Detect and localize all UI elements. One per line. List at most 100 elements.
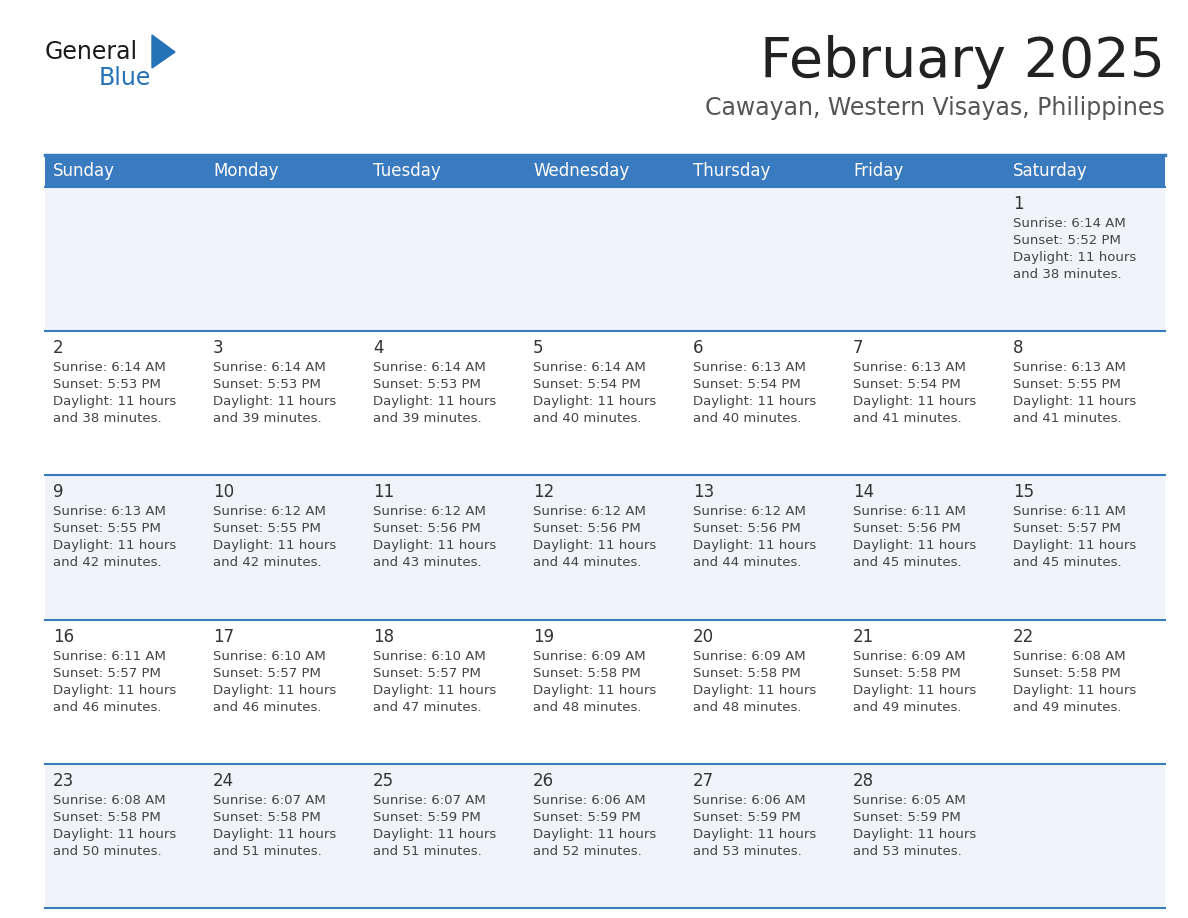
Bar: [845, 331, 1005, 476]
Text: and 52 minutes.: and 52 minutes.: [533, 845, 642, 857]
Text: 5: 5: [533, 339, 543, 357]
Bar: [525, 620, 685, 764]
Text: Sunrise: 6:14 AM: Sunrise: 6:14 AM: [373, 361, 486, 375]
Text: 3: 3: [213, 339, 223, 357]
Bar: [45, 476, 206, 620]
Text: Sunset: 5:56 PM: Sunset: 5:56 PM: [533, 522, 640, 535]
Text: Sunrise: 6:13 AM: Sunrise: 6:13 AM: [853, 361, 966, 375]
Bar: [45, 155, 1165, 187]
Bar: [525, 187, 685, 331]
Text: Daylight: 11 hours: Daylight: 11 hours: [53, 396, 176, 409]
Text: Sunset: 5:59 PM: Sunset: 5:59 PM: [693, 811, 801, 823]
Text: 22: 22: [1013, 628, 1035, 645]
Text: Sunset: 5:59 PM: Sunset: 5:59 PM: [533, 811, 640, 823]
Text: Daylight: 11 hours: Daylight: 11 hours: [853, 396, 977, 409]
Bar: [685, 476, 845, 620]
Text: and 53 minutes.: and 53 minutes.: [693, 845, 802, 857]
Text: Daylight: 11 hours: Daylight: 11 hours: [373, 684, 497, 697]
Text: Thursday: Thursday: [693, 162, 770, 180]
Text: Sunrise: 6:12 AM: Sunrise: 6:12 AM: [213, 506, 326, 519]
Bar: [1005, 764, 1165, 908]
Text: Sunset: 5:58 PM: Sunset: 5:58 PM: [53, 811, 160, 823]
Text: 27: 27: [693, 772, 714, 789]
Bar: [365, 620, 525, 764]
Bar: [685, 331, 845, 476]
Text: Daylight: 11 hours: Daylight: 11 hours: [213, 396, 336, 409]
Text: Sunrise: 6:12 AM: Sunrise: 6:12 AM: [373, 506, 486, 519]
Bar: [365, 476, 525, 620]
Text: Sunset: 5:57 PM: Sunset: 5:57 PM: [373, 666, 481, 679]
Bar: [206, 476, 365, 620]
Bar: [1005, 476, 1165, 620]
Text: 24: 24: [213, 772, 234, 789]
Text: Daylight: 11 hours: Daylight: 11 hours: [853, 540, 977, 553]
Text: Sunday: Sunday: [53, 162, 115, 180]
Text: and 53 minutes.: and 53 minutes.: [853, 845, 962, 857]
Text: Sunset: 5:55 PM: Sunset: 5:55 PM: [213, 522, 321, 535]
Text: 11: 11: [373, 484, 394, 501]
Text: 6: 6: [693, 339, 703, 357]
Bar: [365, 764, 525, 908]
Text: Sunrise: 6:12 AM: Sunrise: 6:12 AM: [533, 506, 646, 519]
Text: Daylight: 11 hours: Daylight: 11 hours: [1013, 251, 1136, 264]
Text: Sunrise: 6:07 AM: Sunrise: 6:07 AM: [213, 794, 326, 807]
Text: Daylight: 11 hours: Daylight: 11 hours: [373, 540, 497, 553]
Text: Daylight: 11 hours: Daylight: 11 hours: [853, 828, 977, 841]
Text: Friday: Friday: [853, 162, 903, 180]
Text: Sunset: 5:58 PM: Sunset: 5:58 PM: [853, 666, 961, 679]
Bar: [845, 764, 1005, 908]
Text: 28: 28: [853, 772, 874, 789]
Text: Sunset: 5:54 PM: Sunset: 5:54 PM: [853, 378, 961, 391]
Text: Daylight: 11 hours: Daylight: 11 hours: [373, 828, 497, 841]
Text: 13: 13: [693, 484, 714, 501]
Bar: [45, 620, 206, 764]
Bar: [845, 476, 1005, 620]
Text: Sunset: 5:53 PM: Sunset: 5:53 PM: [373, 378, 481, 391]
Text: Sunset: 5:59 PM: Sunset: 5:59 PM: [373, 811, 481, 823]
Text: Sunrise: 6:14 AM: Sunrise: 6:14 AM: [213, 361, 326, 375]
Text: Sunset: 5:57 PM: Sunset: 5:57 PM: [1013, 522, 1120, 535]
Text: and 46 minutes.: and 46 minutes.: [53, 700, 162, 713]
Bar: [365, 331, 525, 476]
Text: Sunrise: 6:11 AM: Sunrise: 6:11 AM: [53, 650, 166, 663]
Text: Sunset: 5:58 PM: Sunset: 5:58 PM: [693, 666, 801, 679]
Text: Daylight: 11 hours: Daylight: 11 hours: [213, 684, 336, 697]
Text: Daylight: 11 hours: Daylight: 11 hours: [1013, 540, 1136, 553]
Text: 25: 25: [373, 772, 394, 789]
Text: 17: 17: [213, 628, 234, 645]
Text: and 46 minutes.: and 46 minutes.: [213, 700, 322, 713]
Text: Daylight: 11 hours: Daylight: 11 hours: [533, 684, 656, 697]
Text: Blue: Blue: [99, 66, 151, 90]
Text: Saturday: Saturday: [1013, 162, 1088, 180]
Text: Daylight: 11 hours: Daylight: 11 hours: [53, 684, 176, 697]
Text: Sunset: 5:56 PM: Sunset: 5:56 PM: [853, 522, 961, 535]
Text: Sunset: 5:52 PM: Sunset: 5:52 PM: [1013, 234, 1120, 247]
Text: 20: 20: [693, 628, 714, 645]
Text: Sunrise: 6:13 AM: Sunrise: 6:13 AM: [693, 361, 805, 375]
Bar: [206, 187, 365, 331]
Text: Sunset: 5:55 PM: Sunset: 5:55 PM: [1013, 378, 1120, 391]
Text: Sunrise: 6:08 AM: Sunrise: 6:08 AM: [1013, 650, 1125, 663]
Text: Daylight: 11 hours: Daylight: 11 hours: [693, 396, 816, 409]
Text: Sunrise: 6:06 AM: Sunrise: 6:06 AM: [533, 794, 645, 807]
Text: 9: 9: [53, 484, 63, 501]
Text: 1: 1: [1013, 195, 1024, 213]
Text: Sunset: 5:54 PM: Sunset: 5:54 PM: [693, 378, 801, 391]
Text: Daylight: 11 hours: Daylight: 11 hours: [1013, 684, 1136, 697]
Text: Daylight: 11 hours: Daylight: 11 hours: [693, 540, 816, 553]
Text: Sunset: 5:59 PM: Sunset: 5:59 PM: [853, 811, 961, 823]
Bar: [45, 331, 206, 476]
Text: 23: 23: [53, 772, 74, 789]
Text: 19: 19: [533, 628, 554, 645]
Text: and 45 minutes.: and 45 minutes.: [853, 556, 961, 569]
Text: and 51 minutes.: and 51 minutes.: [213, 845, 322, 857]
Text: Sunset: 5:58 PM: Sunset: 5:58 PM: [213, 811, 321, 823]
Text: Sunset: 5:55 PM: Sunset: 5:55 PM: [53, 522, 160, 535]
Text: Sunset: 5:53 PM: Sunset: 5:53 PM: [213, 378, 321, 391]
Text: and 51 minutes.: and 51 minutes.: [373, 845, 482, 857]
Text: Sunrise: 6:11 AM: Sunrise: 6:11 AM: [1013, 506, 1126, 519]
Text: Sunset: 5:57 PM: Sunset: 5:57 PM: [53, 666, 160, 679]
Bar: [525, 764, 685, 908]
Bar: [45, 187, 206, 331]
Text: and 49 minutes.: and 49 minutes.: [853, 700, 961, 713]
